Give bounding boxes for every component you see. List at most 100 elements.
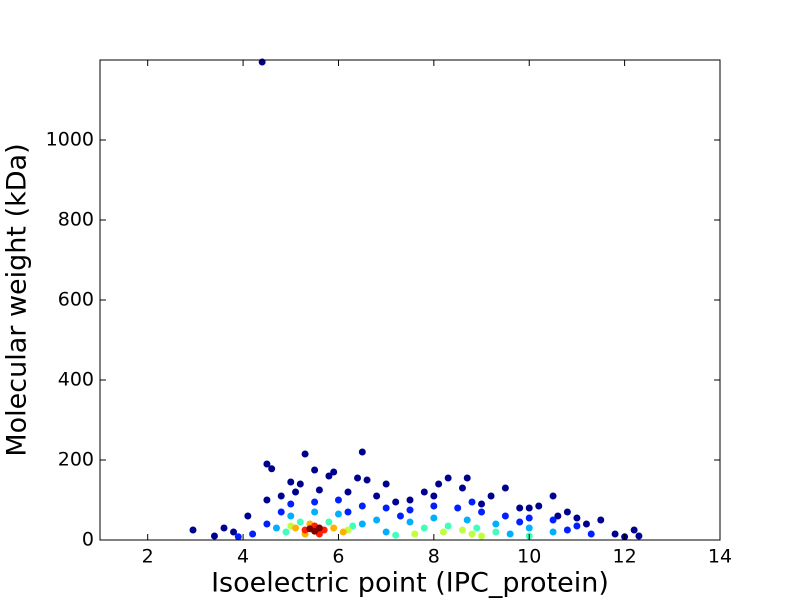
- data-point: [563, 526, 571, 534]
- data-point: [430, 514, 438, 522]
- data-point: [501, 512, 509, 520]
- data-point: [492, 520, 500, 528]
- data-point: [501, 484, 509, 492]
- x-tick-label: 10: [517, 546, 541, 568]
- data-point: [563, 508, 571, 516]
- data-point: [363, 476, 371, 484]
- data-point: [296, 518, 304, 526]
- data-point: [287, 500, 295, 508]
- data-point: [430, 502, 438, 510]
- y-tick-label: 600: [58, 289, 94, 311]
- data-point: [349, 522, 357, 530]
- data-point: [492, 528, 500, 536]
- data-point: [234, 533, 242, 541]
- plot-area: [189, 58, 643, 541]
- x-tick-label: 6: [332, 546, 344, 568]
- y-tick-label: 0: [82, 529, 94, 551]
- data-point: [582, 520, 590, 528]
- data-point: [358, 502, 366, 510]
- data-point: [210, 532, 218, 540]
- data-point: [325, 518, 333, 526]
- data-point: [535, 502, 543, 510]
- x-axis-label: Isoelectric point (IPC_protein): [211, 568, 609, 599]
- data-point: [549, 528, 557, 536]
- data-point: [444, 522, 452, 530]
- data-point: [249, 530, 257, 538]
- y-tick-label: 800: [58, 209, 94, 231]
- data-point: [334, 510, 342, 518]
- axes-frame: [99, 59, 721, 541]
- x-tick-label: 14: [708, 546, 732, 568]
- data-point: [311, 508, 319, 516]
- data-point: [382, 528, 390, 536]
- data-point: [373, 516, 381, 524]
- x-tick-label: 12: [613, 546, 637, 568]
- data-point: [344, 488, 352, 496]
- data-point: [296, 480, 304, 488]
- x-tick-label: 2: [142, 546, 154, 568]
- data-point: [311, 498, 319, 506]
- data-point: [430, 492, 438, 500]
- data-point: [487, 492, 495, 500]
- data-point: [573, 522, 581, 530]
- data-point: [597, 516, 605, 524]
- data-point: [334, 496, 342, 504]
- data-point: [396, 512, 404, 520]
- data-point: [277, 508, 285, 516]
- data-point: [406, 518, 414, 526]
- data-point: [573, 514, 581, 522]
- data-point: [330, 524, 338, 532]
- data-point: [263, 496, 271, 504]
- data-point: [435, 480, 443, 488]
- data-point: [373, 492, 381, 500]
- data-point: [406, 506, 414, 514]
- data-point: [468, 498, 476, 506]
- x-tick-label: 4: [237, 546, 249, 568]
- data-point: [339, 528, 347, 536]
- data-point: [315, 486, 323, 494]
- data-point: [478, 532, 486, 540]
- data-point: [506, 530, 514, 538]
- data-point: [635, 532, 643, 540]
- y-axis-label: Molecular weight (kDa): [2, 143, 33, 456]
- data-point: [444, 474, 452, 482]
- data-point: [392, 498, 400, 506]
- data-point: [268, 465, 276, 473]
- data-point: [525, 524, 533, 532]
- data-point: [463, 516, 471, 524]
- data-point: [287, 478, 295, 486]
- data-point: [292, 524, 300, 532]
- data-point: [454, 504, 462, 512]
- data-point: [272, 524, 280, 532]
- data-point: [189, 526, 197, 534]
- data-point: [549, 492, 557, 500]
- data-point: [301, 450, 309, 458]
- data-point: [382, 480, 390, 488]
- data-point: [411, 530, 419, 538]
- data-point: [282, 528, 290, 536]
- data-point: [392, 531, 400, 539]
- data-point: [478, 500, 486, 508]
- data-point: [382, 504, 390, 512]
- data-point: [354, 474, 362, 482]
- data-point: [458, 484, 466, 492]
- data-point: [263, 520, 271, 528]
- data-point: [525, 514, 533, 522]
- data-point: [406, 496, 414, 504]
- data-point: [358, 520, 366, 528]
- data-point: [420, 524, 428, 532]
- data-point: [344, 508, 352, 516]
- data-point: [263, 460, 271, 468]
- data-point: [220, 524, 228, 532]
- data-point: [630, 526, 638, 534]
- data-point: [439, 528, 447, 536]
- y-tick-label: 400: [58, 369, 94, 391]
- data-point: [478, 508, 486, 516]
- data-point: [549, 516, 557, 524]
- data-point: [330, 468, 338, 476]
- y-tick-label: 1000: [46, 129, 94, 151]
- data-point: [292, 488, 300, 496]
- data-point: [244, 512, 252, 520]
